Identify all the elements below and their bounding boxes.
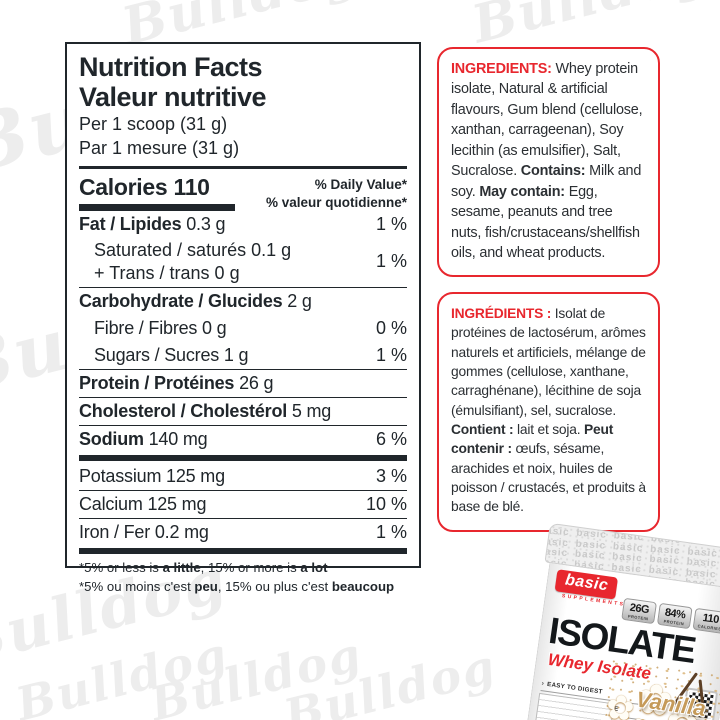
nutrient-dv: 1 % [375, 522, 407, 543]
nutrient-dv: 0 % [375, 318, 407, 339]
nutrient-amount: 140 mg [148, 429, 208, 450]
nutrient-name: Sodium [79, 429, 144, 450]
nutrient-name: Fat / Lipides [79, 214, 182, 235]
footnote-text: *5% or less is [79, 560, 163, 576]
serving-size-fr: Par 1 mesure (31 g) [79, 138, 240, 159]
nutrient-name: Cholesterol / Cholestérol [79, 401, 288, 422]
nutrient-name: Iron / Fer [79, 522, 151, 543]
ingredients-heading-en: INGREDIENTS: [451, 61, 552, 77]
nutrient-dv: 1 % [375, 214, 407, 235]
footnote-en: *5% or less is a little, 15% or more is … [79, 559, 407, 576]
ingredients-box-en: INGREDIENTS: Whey protein isolate, Natur… [437, 47, 660, 277]
nutrient-row-sugars: Sugars / Sucres 1 g 1 % [79, 342, 407, 369]
footnote-text: *5% ou moins c'est [79, 578, 195, 594]
nutrient-row-potassium: Potassium 125 mg 3 % [79, 463, 407, 490]
calories-label: Calories [79, 174, 168, 201]
ingredients-heading-fr: INGRÉDIENTS : [451, 306, 552, 321]
ingredients-body: Isolat de protéines de lactosérum, arôme… [451, 306, 646, 418]
contains-label-fr: Contient : [451, 421, 514, 437]
nutrient-row-sodium: Sodium 140 mg 6 % [79, 425, 407, 453]
badge-calories: 110 CALORIES [692, 607, 720, 635]
may-contain-label-fr: Peut contenir : [451, 421, 614, 457]
nutrient-name-line1: Saturated / saturés 0.1 g [94, 240, 292, 261]
may-contain-label: May contain: [479, 183, 565, 200]
tub-label: basic SUPPLEMENTS 26G PROTEIN 84% PROTEI… [525, 563, 720, 720]
nutrient-name: Potassium [79, 466, 162, 487]
nutrient-amount: 0 g [202, 318, 227, 339]
nutrition-facts-panel: Nutrition Facts Valeur nutritive Per 1 s… [65, 42, 421, 594]
badge-protein-grams: 26G PROTEIN [621, 597, 657, 625]
ingredients-body: Whey protein isolate, Natural & artifici… [451, 61, 643, 180]
daily-value-header-en: % Daily Value* [314, 177, 407, 193]
footnote-fr: *5% ou moins c'est peu, 15% ou plus c'es… [79, 578, 407, 595]
nutrient-dv: 1 % [375, 345, 407, 366]
ingredients-body: œufs, sésame, arachides et noix, huiles … [451, 441, 646, 515]
ingredients-box-fr: INGRÉDIENTS : Isolat de protéines de lac… [437, 292, 660, 532]
nutrient-row-fibre: Fibre / Fibres 0 g 0 % [79, 315, 407, 342]
nutrient-name-line2: + Trans / trans 0 g [94, 262, 240, 283]
thick-divider-bar [79, 548, 407, 555]
nutrient-name: Sugars / Sucres [94, 345, 220, 366]
nutrient-amount: 5 mg [291, 401, 332, 422]
nutrient-row-cholesterol: Cholesterol / Cholestérol 5 mg [79, 397, 407, 425]
nutrient-dv: 6 % [375, 429, 407, 450]
nutrient-name: Carbohydrate / Glucides [79, 291, 283, 312]
feature-bullet-icon: › [541, 679, 545, 687]
nutrient-amount: 0.3 g [186, 214, 226, 235]
badge-protein-percent: 84% PROTEIN [656, 602, 693, 630]
thick-divider-bar [79, 455, 407, 462]
ingredients-body: Egg, sesame, peanuts and tree nuts, fish… [451, 183, 640, 262]
nutrient-amount: 2 g [287, 291, 312, 312]
footnote-text: , 15% ou plus c'est [217, 578, 332, 594]
nutrient-name: Protein / Protéines [79, 373, 235, 394]
nutrient-row-calcium: Calcium 125 mg 10 % [79, 490, 407, 518]
contains-label: Contains: [520, 163, 586, 180]
calories-line: Calories 110 [79, 174, 235, 201]
footnote-bold: beaucoup [331, 578, 395, 594]
footnote-text: , 15% or more is [200, 560, 301, 576]
nutrient-name: Calcium [79, 494, 143, 515]
nutrient-row-iron: Iron / Fer 0.2 mg 1 % [79, 518, 407, 546]
nutrient-row-saturated-trans: Saturated / saturés 0.1 g + Trans / tran… [79, 238, 407, 287]
product-tub-image: basic basic basic basic basic basic basi… [525, 522, 720, 720]
calories-section: Calories 110 % Daily Value* % valeur quo… [79, 166, 407, 212]
nutrient-amount: 125 mg [166, 466, 225, 487]
nutrient-dv: 10 % [365, 494, 407, 515]
nutrient-dv: 3 % [375, 466, 407, 487]
nutrient-row-protein: Protein / Protéines 26 g [79, 369, 407, 397]
daily-value-header-fr: % valeur quotidienne* [265, 194, 407, 210]
nutrition-title-en: Nutrition Facts [79, 52, 263, 82]
nutrient-amount: 1 g [223, 345, 249, 366]
nutrient-row-fat: Fat / Lipides 0.3 g 1 % [79, 211, 407, 238]
serving-size-en: Per 1 scoop (31 g) [79, 114, 228, 135]
footnote-bold: peu [194, 578, 218, 594]
footnote-bold: a little [162, 560, 201, 576]
nutrition-title-fr: Valeur nutritive [79, 82, 267, 113]
nutrient-amount: 125 mg [147, 494, 207, 515]
nutrient-dv: 1 % [375, 251, 407, 272]
nutrient-row-carbohydrate: Carbohydrate / Glucides 2 g [79, 287, 407, 315]
calories-value: 110 [173, 174, 210, 201]
ingredients-body: Milk and soy. [451, 163, 642, 200]
nutrient-name: Fibre / Fibres [94, 318, 198, 339]
calories-underline-bar [79, 204, 235, 212]
footnote-bold: a lot [300, 560, 328, 576]
nutrient-amount: 0.2 mg [154, 522, 209, 543]
nutrient-amount: 26 g [239, 373, 274, 394]
ingredients-body: lait et soja. [513, 421, 584, 437]
